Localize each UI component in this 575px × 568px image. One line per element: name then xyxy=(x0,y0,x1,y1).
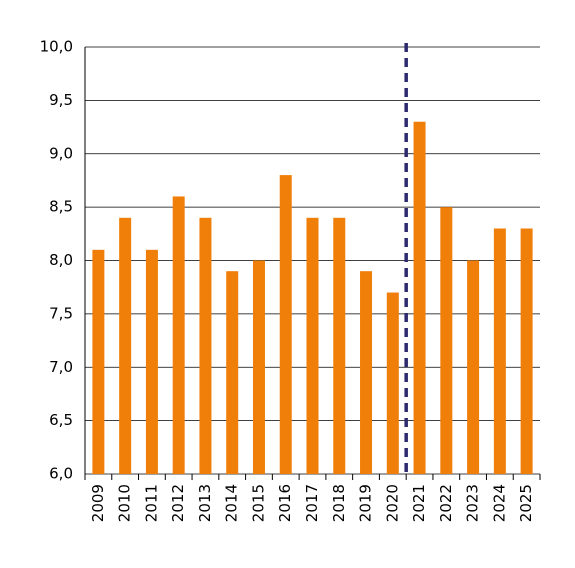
x-tick-label: 2017 xyxy=(303,484,321,522)
bar xyxy=(199,217,212,475)
bar xyxy=(520,228,533,474)
y-tick-label: 6,0 xyxy=(49,465,73,483)
y-tick-label: 6,5 xyxy=(49,411,73,429)
x-tick-label: 2016 xyxy=(276,484,294,522)
x-tick-label: 2023 xyxy=(464,484,482,522)
x-tick-label: 2021 xyxy=(410,484,428,522)
bar xyxy=(467,260,480,474)
y-tick-label: 10,0 xyxy=(40,38,73,56)
bar xyxy=(172,196,185,474)
y-tick-label: 7,5 xyxy=(49,304,73,322)
bar xyxy=(413,121,426,474)
x-tick-label: 2025 xyxy=(517,484,535,522)
bar xyxy=(306,217,319,475)
bar xyxy=(226,271,239,474)
bar xyxy=(333,217,346,475)
x-tick-label: 2022 xyxy=(437,484,455,522)
bar xyxy=(252,260,265,474)
y-tick-label: 7,0 xyxy=(49,358,73,376)
y-tick-label: 8,0 xyxy=(49,251,73,269)
x-tick-label: 2010 xyxy=(116,484,134,522)
bar xyxy=(145,249,158,474)
bar xyxy=(279,175,292,474)
bar xyxy=(119,217,132,475)
x-tick-label: 2009 xyxy=(89,484,107,522)
x-tick-label: 2024 xyxy=(490,484,508,522)
x-tick-label: 2012 xyxy=(169,484,187,522)
x-tick-label: 2014 xyxy=(223,484,241,522)
bar xyxy=(386,292,399,474)
x-tick-label: 2018 xyxy=(330,484,348,522)
y-tick-label: 9,5 xyxy=(49,91,73,109)
bar xyxy=(92,249,105,474)
bar xyxy=(493,228,506,474)
y-tick-label: 9,0 xyxy=(49,144,73,162)
x-tick-label: 2019 xyxy=(357,484,375,522)
bar xyxy=(360,271,373,474)
x-tick-label: 2020 xyxy=(383,484,401,522)
x-tick-label: 2011 xyxy=(142,484,160,522)
x-tick-label: 2015 xyxy=(249,484,267,522)
x-tick-label: 2013 xyxy=(196,484,214,522)
y-tick-label: 8,5 xyxy=(49,198,73,216)
bar xyxy=(440,207,453,474)
